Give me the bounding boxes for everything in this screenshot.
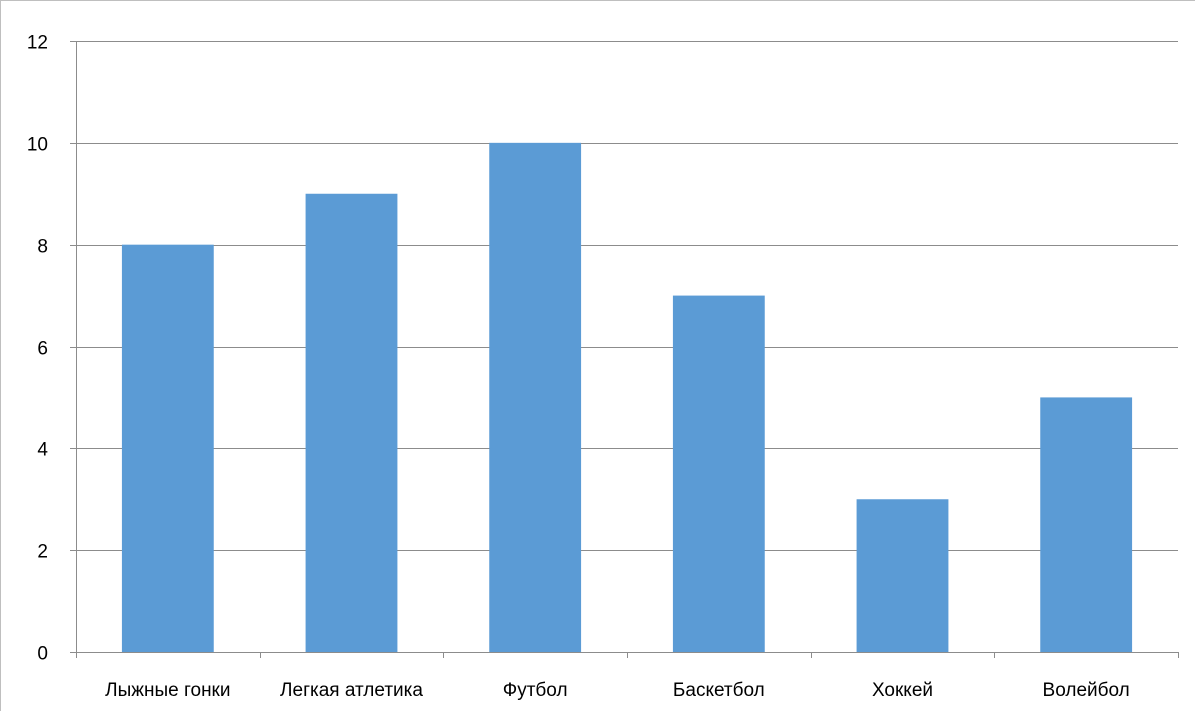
bars	[121, 142, 1133, 653]
bar	[1040, 397, 1133, 652]
bar	[856, 499, 949, 652]
y-tick-label: 6	[37, 339, 48, 360]
gridlines	[76, 41, 1178, 551]
x-tick-label: Футбол	[503, 680, 568, 701]
y-tick-label: 10	[27, 135, 48, 156]
x-tick-label: Лыжные гонки	[105, 680, 230, 701]
bar	[672, 295, 765, 652]
x-tick-label: Легкая атлетика	[280, 680, 423, 701]
y-tick-label: 12	[27, 33, 48, 54]
axes	[70, 41, 1179, 658]
x-tick-label: Волейбол	[1043, 680, 1130, 701]
x-tick-labels: Лыжные гонки Легкая атлетика Футбол Баскетб…	[105, 680, 1130, 701]
x-tick-label: Хоккей	[872, 680, 933, 701]
x-tick-label: Баскетбол	[673, 680, 765, 701]
y-tick-label: 4	[37, 440, 48, 461]
bar	[489, 142, 582, 653]
bar	[121, 244, 214, 652]
y-tick-label: 0	[37, 644, 48, 665]
y-tick-labels: 0 2 4 6 8 10 12	[27, 33, 49, 665]
y-tick-label: 2	[37, 542, 48, 563]
y-tick-label: 8	[37, 237, 48, 258]
bar	[305, 193, 398, 652]
